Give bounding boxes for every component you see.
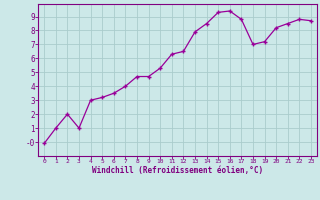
X-axis label: Windchill (Refroidissement éolien,°C): Windchill (Refroidissement éolien,°C) [92, 166, 263, 175]
